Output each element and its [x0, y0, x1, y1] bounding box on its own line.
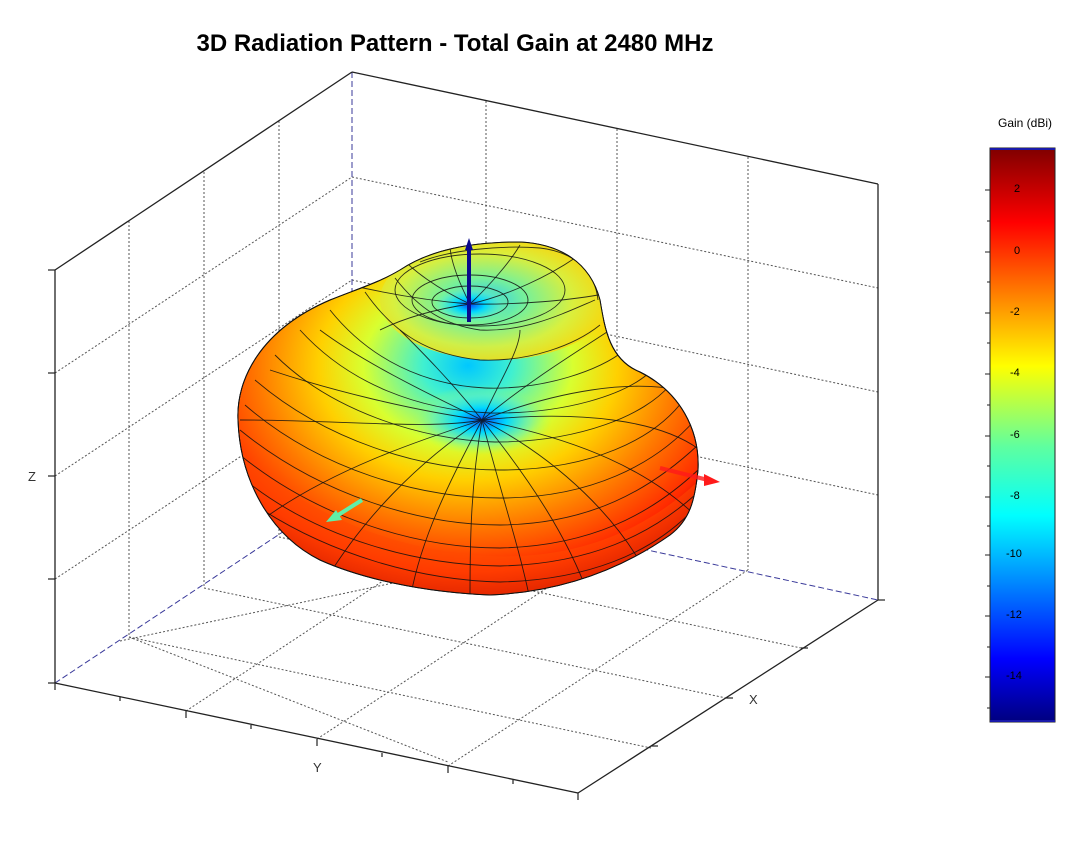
colorbar-tick-label: -12	[1006, 609, 1022, 621]
colorbar-ticks	[985, 189, 990, 709]
tick-marks	[48, 269, 885, 800]
colorbar-tick-label: -8	[1010, 490, 1020, 502]
colorbar-tick-label: -4	[1010, 367, 1020, 379]
colorbar-tick-label: 2	[1014, 183, 1021, 195]
colorbar-tick-label: -2	[1010, 306, 1020, 318]
colorbar-tick-label: 0	[1014, 245, 1021, 257]
y-axis-label: Y	[313, 760, 322, 775]
chart-title: 3D Radiation Pattern - Total Gain at 248…	[196, 30, 714, 57]
x-axis-label: X	[749, 692, 758, 707]
colorbar-tick-label: -10	[1006, 548, 1022, 560]
colorbar-gradient	[989, 147, 1056, 723]
axis-arrows	[326, 238, 720, 522]
colorbar-tick-label: -14	[1006, 670, 1022, 682]
colorbar-title: Gain (dBi)	[997, 116, 1053, 130]
colorbar	[985, 147, 1056, 723]
colorbar-tick-label: -6	[1010, 429, 1020, 441]
box-edges	[54, 71, 879, 794]
z-axis-label: Z	[28, 469, 36, 484]
y-axis-arrow	[326, 498, 364, 522]
z-axis-arrow	[465, 238, 473, 322]
x-axis-arrow	[659, 466, 720, 486]
